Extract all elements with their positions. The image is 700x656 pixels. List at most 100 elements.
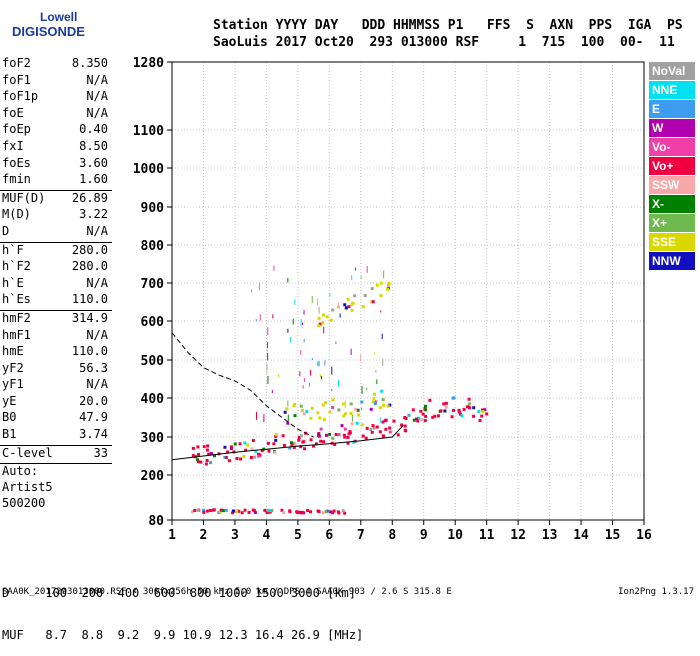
- echo-point: [412, 418, 416, 422]
- software-version: Ion2Png 1.3.17: [618, 587, 694, 597]
- parameter-panel: foF2 8.350 foF1 N/A foF1p N/A foE N/A foEp 0.40 fx…: [0, 56, 112, 512]
- y-tick-label: 1000: [133, 162, 164, 177]
- echo-point: [483, 408, 487, 412]
- echo-point: [243, 508, 247, 512]
- param-label: C-level: [2, 445, 53, 460]
- echo-point: [280, 508, 284, 512]
- echo-point: [263, 414, 265, 423]
- legend-item: W: [649, 119, 695, 137]
- echo-point: [317, 324, 321, 328]
- echo-point: [283, 410, 287, 414]
- echo-point: [257, 454, 261, 458]
- param-value: 3.74: [79, 427, 108, 442]
- divider: [0, 309, 112, 311]
- echo-point: [478, 419, 482, 423]
- echo-point: [382, 358, 384, 367]
- echo-point: [381, 333, 383, 340]
- echo-point: [238, 442, 242, 446]
- echo-point: [302, 322, 304, 326]
- file-info: SAA0K_2017293013000.RSF / 300fx256h 50 k…: [2, 587, 452, 597]
- echo-point: [272, 314, 274, 319]
- echo-point: [221, 509, 225, 513]
- param-row: foEs 3.60: [0, 156, 112, 173]
- echo-point: [331, 511, 335, 515]
- param-group-profile: hmF2 314.9 hmF1 N/A hmE 110.0 yF2 56.3 yF1 N/A yE 2…: [0, 311, 112, 444]
- echo-point: [205, 509, 209, 513]
- param-value: 1.60: [79, 172, 108, 187]
- echo-point: [294, 299, 296, 305]
- echo-point: [424, 414, 428, 418]
- param-value: 8.350: [71, 56, 108, 70]
- x-tick-label: 10: [447, 528, 463, 543]
- echo-point: [265, 511, 269, 515]
- echo-point: [374, 400, 378, 404]
- echo-point: [379, 294, 383, 298]
- param-value: 314.9: [71, 310, 108, 325]
- echo-point: [197, 460, 201, 464]
- x-tick-label: 4: [262, 528, 270, 543]
- echo-point: [365, 426, 369, 430]
- param-value: N/A: [86, 72, 108, 87]
- echo-point: [403, 424, 407, 428]
- param-label: D: [2, 223, 10, 238]
- echo-point: [300, 319, 302, 326]
- divider: [0, 189, 112, 191]
- echo-point: [316, 298, 318, 307]
- echo-point: [379, 281, 383, 285]
- echo-point: [375, 370, 377, 373]
- echo-point: [246, 443, 250, 447]
- echo-point: [337, 433, 341, 437]
- param-value: N/A: [86, 327, 108, 342]
- echo-point: [381, 398, 385, 402]
- echo-point: [439, 409, 443, 413]
- echo-point: [287, 400, 289, 407]
- x-tick-label: 12: [510, 528, 526, 543]
- param-value: 8.50: [79, 138, 108, 153]
- param-row: M(D) 3.22: [0, 207, 112, 224]
- echo-point: [366, 387, 368, 390]
- echo-point: [337, 408, 341, 412]
- digisonde-logo-text: DIGISONDE: [12, 24, 85, 39]
- param-label: B0: [2, 410, 17, 425]
- echo-point: [329, 293, 331, 297]
- y-tick-label: 80: [148, 514, 164, 529]
- echo-point: [223, 445, 227, 449]
- param-label: hmF2: [2, 310, 31, 325]
- echo-point: [197, 452, 201, 456]
- echo-point: [346, 297, 350, 301]
- echo-point: [407, 413, 411, 417]
- y-tick-label: 200: [141, 469, 165, 484]
- echo-point: [424, 408, 428, 412]
- y-tick-label: 600: [141, 315, 165, 330]
- param-row: foF1p N/A: [0, 89, 112, 106]
- echo-point: [392, 419, 396, 423]
- echo-point: [419, 409, 423, 413]
- echo-point: [374, 352, 376, 355]
- param-label: foEp: [2, 122, 31, 137]
- echo-point: [202, 508, 206, 512]
- echo-point: [436, 414, 440, 418]
- y-tick-label: 500: [141, 354, 165, 369]
- x-tick-label: 14: [573, 528, 589, 543]
- param-label: foE: [2, 105, 24, 120]
- echo-point: [229, 447, 233, 451]
- echo-point: [349, 402, 353, 406]
- echo-point: [343, 412, 347, 416]
- legend-item: SSW: [649, 176, 695, 194]
- param-row: h`Es 110.0: [0, 292, 112, 309]
- echo-point: [314, 442, 318, 446]
- echo-point: [428, 398, 432, 402]
- echo-point: [373, 402, 377, 406]
- echo-point: [322, 440, 326, 444]
- echo-point: [208, 509, 212, 513]
- echo-point: [190, 510, 194, 514]
- echo-point: [346, 441, 350, 445]
- param-row: D N/A: [0, 224, 112, 241]
- echo-point: [286, 421, 290, 425]
- echo-point: [319, 439, 323, 443]
- echo-point: [333, 442, 337, 446]
- echo-point: [253, 455, 257, 459]
- echo-point: [191, 454, 195, 458]
- x-tick-label: 8: [388, 528, 396, 543]
- echo-point: [299, 434, 303, 438]
